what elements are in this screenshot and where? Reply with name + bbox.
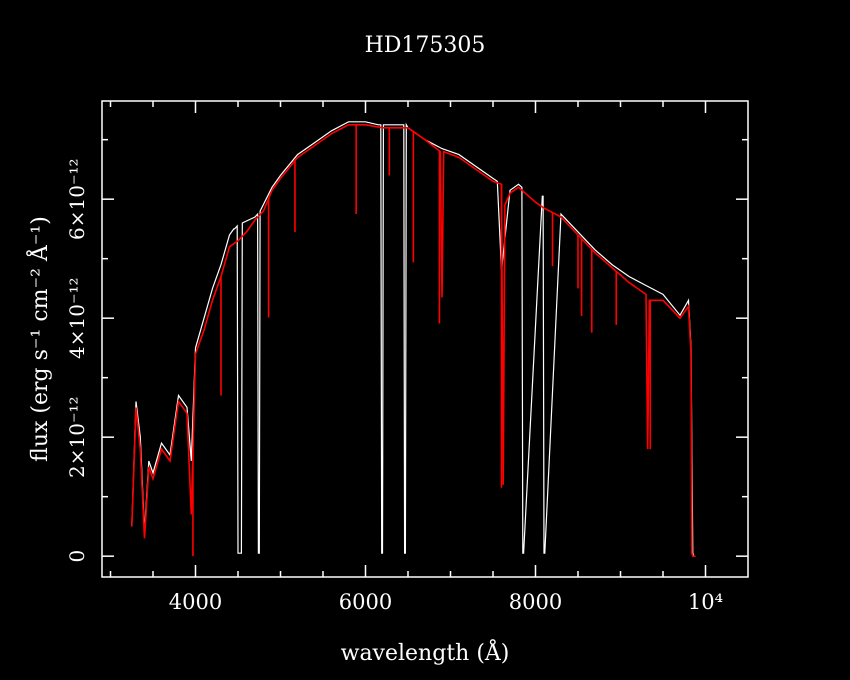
spectrum-series-2 — [131, 124, 696, 557]
x-tick-label: 6000 — [339, 590, 392, 614]
x-tick-label: 10⁴ — [688, 590, 723, 614]
x-tick-label: 4000 — [169, 590, 222, 614]
y-tick-label: 0 — [65, 550, 89, 563]
ticks-layer — [102, 101, 748, 577]
chart-title: HD175305 — [365, 33, 486, 58]
spectrum-series-1 — [131, 121, 696, 557]
x-axis-label: wavelength (Å) — [341, 638, 510, 666]
y-tick-labels: 0 2×10⁻¹² 4×10⁻¹² 6×10⁻¹² — [65, 158, 89, 562]
x-tick-label: 8000 — [509, 590, 562, 614]
y-tick-label: 6×10⁻¹² — [65, 158, 89, 240]
y-axis-label: flux (erg s⁻¹ cm⁻² Å⁻¹) — [25, 216, 53, 462]
y-tick-label: 2×10⁻¹² — [65, 396, 89, 478]
x-tick-labels: 4000 6000 8000 10⁴ — [169, 590, 723, 614]
data-layer — [131, 121, 696, 557]
y-tick-label: 4×10⁻¹² — [65, 277, 89, 359]
plot-frame — [101, 100, 749, 578]
